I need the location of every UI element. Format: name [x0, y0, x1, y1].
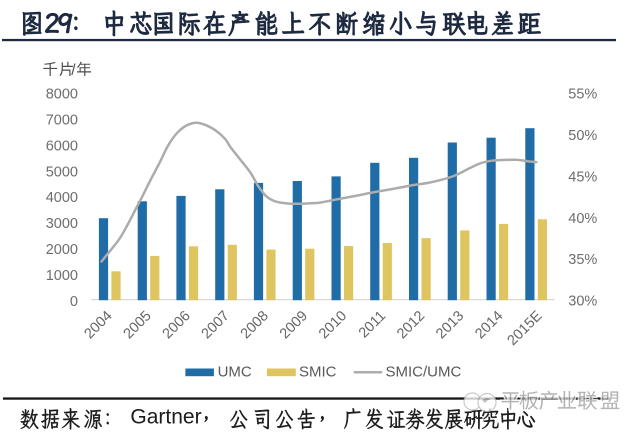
- svg-text:7000: 7000: [46, 113, 78, 129]
- svg-text:50%: 50%: [568, 128, 597, 144]
- svg-text:4000: 4000: [46, 190, 78, 206]
- svg-text:6000: 6000: [46, 138, 78, 154]
- svg-text:35%: 35%: [568, 252, 597, 268]
- svg-text:3000: 3000: [46, 216, 78, 232]
- svg-text:SMIC: SMIC: [299, 364, 337, 381]
- svg-text:1000: 1000: [46, 268, 78, 284]
- svg-text:/: /: [71, 62, 76, 79]
- svg-text:2000: 2000: [46, 242, 78, 258]
- svg-text:SMIC/UMC: SMIC/UMC: [386, 364, 462, 381]
- svg-text:UMC: UMC: [218, 364, 252, 381]
- svg-text:30%: 30%: [568, 294, 597, 310]
- svg-text:55%: 55%: [568, 87, 597, 103]
- svg-text:45%: 45%: [568, 169, 597, 185]
- svg-text:8000: 8000: [46, 87, 78, 103]
- svg-text:5000: 5000: [46, 164, 78, 180]
- svg-text:0: 0: [70, 294, 78, 310]
- svg-text:Gartner: Gartner: [130, 405, 201, 428]
- svg-text:40%: 40%: [568, 211, 597, 227]
